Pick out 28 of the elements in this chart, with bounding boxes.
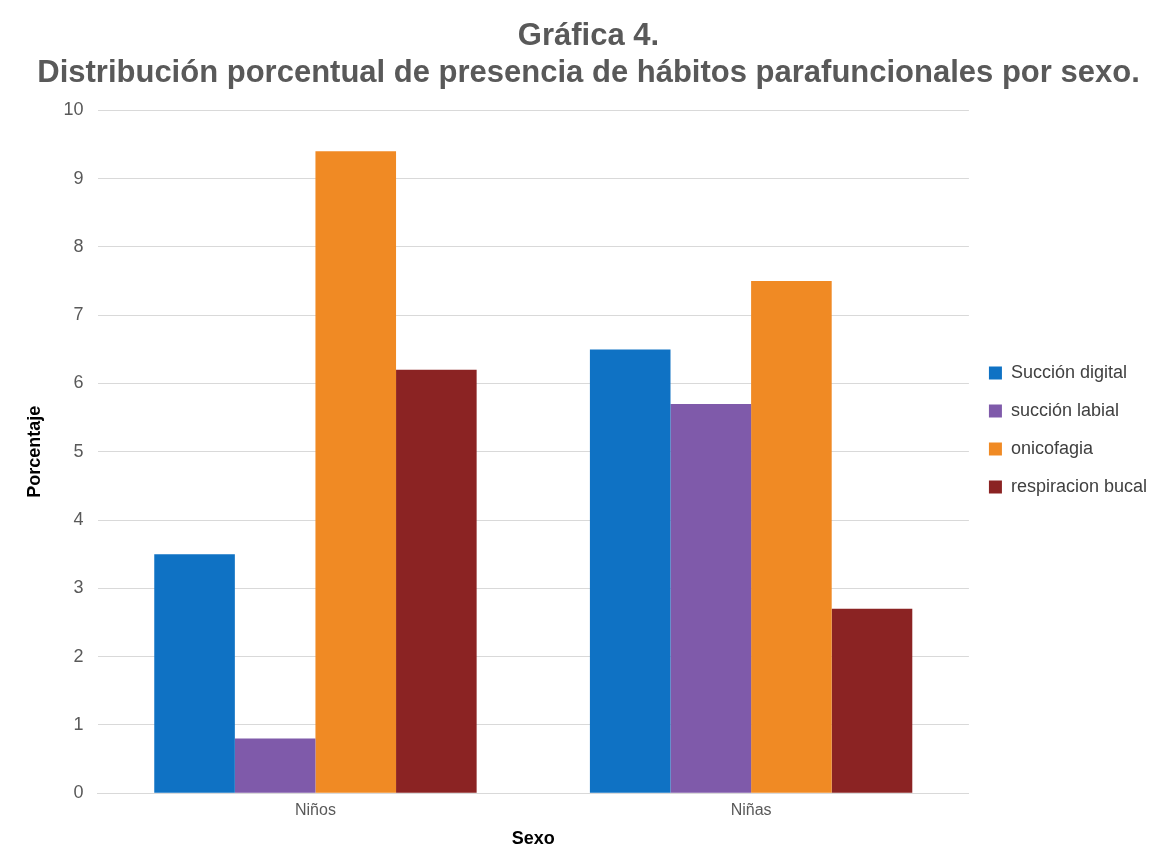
legend-label: respiracion bucal [1010,475,1148,496]
legend-label: succión labial [1010,399,1119,420]
bar [234,738,316,793]
bar [751,281,832,793]
y-tick-label: 2 [73,645,84,666]
chart-title: Gráfica 4. Distribución porcentual de presencia de hábitos parafuncionales por sexo. [37,17,1140,90]
legend-label: onicofagia [1010,437,1094,458]
x-tick-label: Niños [294,801,336,819]
y-tick-label: 0 [73,782,84,803]
y-tick-label: 3 [73,577,84,598]
bar [396,369,477,793]
y-tick-label: 1 [73,713,84,734]
y-tick-label: 9 [73,167,84,188]
bar [670,404,752,793]
y-tick-label: 6 [73,372,84,393]
y-tick-label: 10 [63,99,84,120]
x-tick-label: Niñas [730,801,772,819]
y-tick-label: 5 [73,440,84,461]
bar [315,151,397,793]
x-axis-title: Sexo [511,828,555,849]
y-tick-label: 4 [73,509,84,530]
bar [589,349,671,793]
y-tick-label: 7 [73,304,84,325]
bar [154,554,235,793]
y-tick-label: 8 [73,235,84,256]
bar [831,608,913,793]
y-axis-title: Porcentaje [23,405,44,498]
legend-label: Succión digital [1010,361,1128,382]
